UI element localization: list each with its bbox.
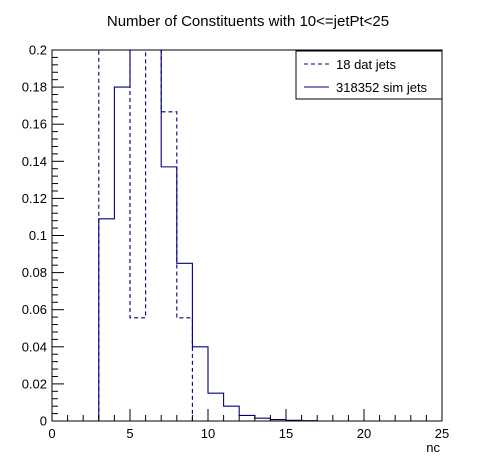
y-tick-label: 0 — [40, 414, 47, 429]
x-axis-label: nc — [426, 440, 440, 455]
plot-frame — [51, 49, 443, 422]
legend: 18 dat jets 318352 sim jets — [295, 50, 443, 100]
x-tick-label: 10 — [201, 426, 215, 441]
x-tick-label: 15 — [279, 426, 293, 441]
y-tick-label: 0.12 — [22, 191, 47, 206]
x-tick-label: 25 — [435, 426, 449, 441]
y-tick-label: 0.02 — [22, 376, 47, 391]
y-tick-label: 0.14 — [22, 154, 47, 169]
legend-label-1: 318352 sim jets — [336, 80, 428, 95]
y-tick-label: 0.1 — [29, 228, 47, 243]
y-tick-label: 0.16 — [22, 117, 47, 132]
y-tick-label: 0.2 — [29, 43, 47, 58]
y-tick-label: 0.18 — [22, 80, 47, 95]
y-tick-label: 0.08 — [22, 265, 47, 280]
x-tick-label: 20 — [357, 426, 371, 441]
x-tick-label: 5 — [126, 426, 133, 441]
series-layer — [52, 49, 442, 422]
chart-title: Number of Constituents with 10<=jetPt<25 — [107, 13, 389, 30]
x-tick-label: 0 — [48, 426, 55, 441]
legend-box — [295, 50, 443, 100]
y-tick-label: 0.04 — [22, 339, 47, 354]
series-line-0 — [52, 49, 442, 422]
series-line-1 — [52, 49, 442, 422]
axes: 0 5 10 15 20 25 0 0.02 0.04 0.06 0.08 0.1 0.12 0.14 0.… — [22, 43, 450, 442]
y-tick-label: 0.06 — [22, 302, 47, 317]
legend-label-0: 18 dat jets — [336, 57, 396, 72]
